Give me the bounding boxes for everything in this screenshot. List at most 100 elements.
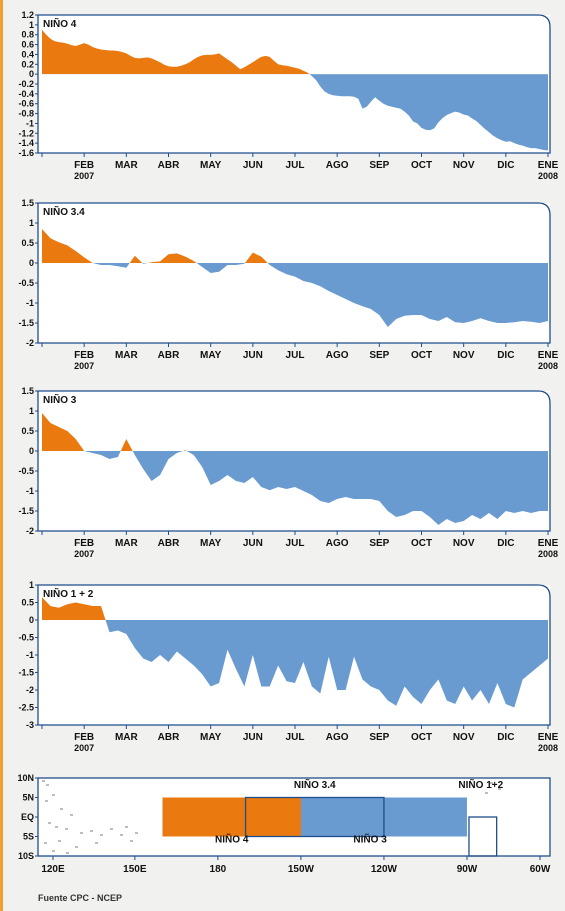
- plot-frame: [37, 390, 551, 532]
- y-tick-label: 0: [29, 446, 34, 456]
- x-tick-label: JUL: [286, 538, 305, 549]
- x-tick-label: ENE: [538, 538, 559, 549]
- negative-anomaly-area: [42, 74, 548, 151]
- x-tick-label: AGO: [326, 350, 349, 361]
- island-mark: [100, 834, 103, 836]
- x-tick-label: AGO: [326, 538, 349, 549]
- island-mark: [45, 800, 48, 802]
- y-tick-label: -1: [26, 650, 34, 660]
- plot-frame: [37, 202, 551, 344]
- island-mark: [110, 828, 113, 830]
- x-tick-label: ENE: [538, 350, 559, 361]
- island-mark: [498, 788, 501, 790]
- y-tick-label: 0.4: [21, 49, 34, 59]
- island-mark: [75, 846, 78, 848]
- x-tick-label: JUN: [243, 732, 263, 743]
- x-tick-label: JUL: [286, 732, 305, 743]
- year-label-start: 2007: [74, 743, 94, 753]
- x-tick-label: JUL: [286, 160, 305, 171]
- x-tick-label: ABR: [158, 732, 180, 743]
- x-tick-label: AGO: [326, 732, 349, 743]
- y-tick-label: 0.5: [21, 598, 34, 608]
- y-tick-label: -1.5: [18, 506, 34, 516]
- positive-anomaly-area: [42, 597, 548, 620]
- chart-title: NIÑO 4: [43, 17, 77, 30]
- chart-panel-3: 1 0.5 0 -0.5 -1 -1.5 -2 -2.5 -3 FEB MAR ABR MAY JUN JU…: [18, 580, 558, 753]
- y-tick-label: -1.5: [18, 318, 34, 328]
- y-tick-label: -0.8: [18, 109, 34, 119]
- island-mark: [70, 814, 73, 816]
- x-tick-label: OCT: [411, 732, 432, 743]
- x-tick-label: OCT: [411, 350, 432, 361]
- y-tick-label: -0.6: [18, 99, 34, 109]
- x-tick-label: DIC: [497, 538, 514, 549]
- chart-title: NIÑO 1 + 2: [43, 587, 94, 600]
- y-tick-label: 0.8: [21, 30, 34, 40]
- y-tick-label: 0: [29, 69, 34, 79]
- lon-label: 90W: [457, 864, 478, 875]
- negative-anomaly-area: [42, 451, 548, 525]
- y-tick-label: 1.5: [21, 198, 34, 208]
- island-mark: [95, 842, 98, 844]
- year-label-start: 2007: [74, 171, 94, 181]
- island-mark: [55, 826, 58, 828]
- x-tick-label: FEB: [74, 732, 94, 743]
- year-label-end: 2008: [538, 361, 558, 371]
- x-tick-label: FEB: [74, 160, 94, 171]
- y-tick-label: 1: [29, 20, 34, 30]
- x-tick-label: MAR: [115, 732, 139, 743]
- y-tick-label: 1.5: [21, 386, 34, 396]
- island-mark: [135, 832, 138, 834]
- y-tick-label: 0.6: [21, 40, 34, 50]
- island-mark: [60, 808, 63, 810]
- y-tick-label: 0.5: [21, 426, 34, 436]
- island-mark: [130, 840, 133, 842]
- region-label: NIÑO 1+2: [458, 778, 503, 791]
- x-tick-label: MAY: [200, 538, 222, 549]
- x-tick-label: DIC: [497, 160, 514, 171]
- y-tick-label: -0.5: [18, 633, 34, 643]
- y-tick-label: -1.5: [18, 668, 34, 678]
- x-tick-label: SEP: [369, 160, 389, 171]
- year-label-start: 2007: [74, 549, 94, 559]
- region-label: NIÑO 3.4: [294, 778, 336, 791]
- y-tick-label: -1.2: [18, 128, 34, 138]
- lat-label: EQ: [21, 812, 34, 822]
- y-tick-label: -1.6: [18, 148, 34, 158]
- x-tick-label: FEB: [74, 350, 94, 361]
- positive-anomaly-area: [42, 229, 548, 263]
- island-mark: [52, 850, 55, 852]
- year-label-end: 2008: [538, 743, 558, 753]
- left-accent-bar: [0, 0, 3, 911]
- x-tick-label: MAR: [115, 350, 139, 361]
- y-tick-label: -0.2: [18, 79, 34, 89]
- y-tick-label: -0.4: [18, 89, 34, 99]
- x-tick-label: JUL: [286, 350, 305, 361]
- y-tick-label: 1: [29, 580, 34, 590]
- island-mark: [125, 826, 128, 828]
- y-tick-label: -0.5: [18, 466, 34, 476]
- island-mark: [120, 834, 123, 836]
- x-tick-label: FEB: [74, 538, 94, 549]
- x-tick-label: MAY: [200, 732, 222, 743]
- negative-anomaly-area: [42, 620, 548, 708]
- map-svg: NIÑO 4 NIÑO 3.4 NIÑO 3 NIÑO 1+2 10N 5N EQ 5S 10S…: [17, 773, 551, 875]
- lon-label: 60W: [530, 864, 551, 875]
- y-tick-label: 0: [29, 258, 34, 268]
- x-tick-label: MAY: [200, 160, 222, 171]
- x-tick-label: NOV: [453, 538, 475, 549]
- y-tick-label: -1.4: [18, 138, 34, 148]
- y-tick-label: 0: [29, 615, 34, 625]
- x-tick-label: SEP: [369, 732, 389, 743]
- x-tick-label: NOV: [453, 732, 475, 743]
- x-tick-label: AGO: [326, 160, 349, 171]
- x-tick-label: JUN: [243, 160, 263, 171]
- y-tick-label: -0.5: [18, 278, 34, 288]
- island-mark: [46, 784, 49, 786]
- x-tick-label: ABR: [158, 538, 180, 549]
- y-tick-label: 0.5: [21, 238, 34, 248]
- chart-panel-2: 1.5 1 0.5 0 -0.5 -1 -1.5 -2 FEB MAR ABR MAY JUN JUL AG…: [18, 386, 559, 559]
- lon-label: 120E: [41, 864, 65, 875]
- chart-panel-0: 1.210.80.60.40.20-0.2-0.4-0.6-0.8-1-1.2-…: [18, 10, 558, 181]
- y-tick-label: 1: [29, 218, 34, 228]
